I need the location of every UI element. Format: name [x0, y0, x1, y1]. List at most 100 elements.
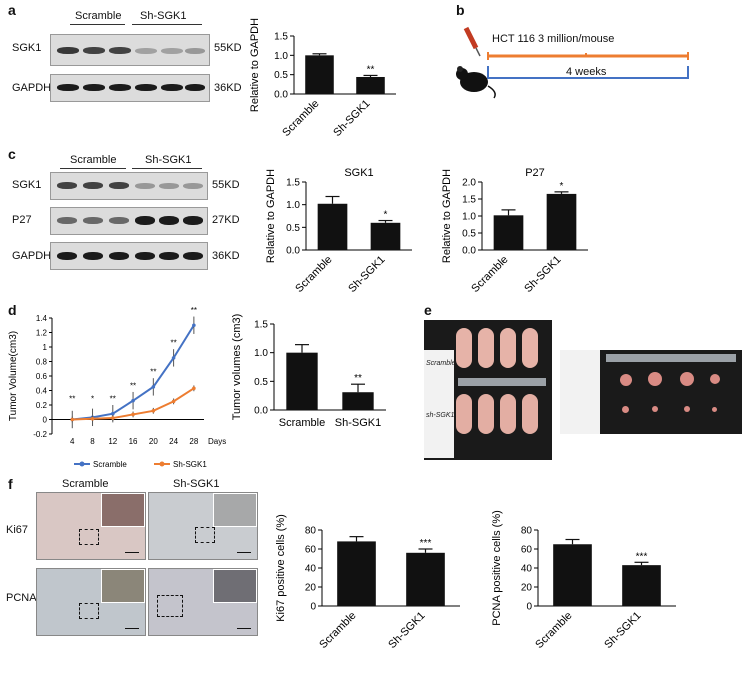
y-tick-label: 2.0: [462, 178, 476, 189]
y-tick-label: 1.5: [462, 195, 476, 206]
scale-bar: [237, 627, 251, 629]
y-tick-label: 0.0: [254, 406, 268, 417]
chart-d-bar: 0.0 0.5 1.0 1.5 Scramble ** Sh-SGK1 Tumor volum…: [231, 314, 386, 429]
y-axis-label: Relative to GAPDH: [265, 169, 277, 263]
ihc-col-shsgk1: Sh-SGK1: [173, 478, 220, 490]
bar: [337, 541, 376, 606]
duration-bracket: [487, 66, 689, 79]
y-tick-label: 1.5: [254, 320, 268, 331]
photo-label-shsgk1: sh-SGK1: [426, 412, 455, 419]
ihc-inset: [101, 569, 145, 603]
ihc-image-shsgk1-pcna: [148, 568, 258, 636]
significance-label: **: [150, 368, 156, 377]
blot-c-group-line-1: [60, 168, 126, 169]
tumor-image: [684, 406, 690, 412]
ihc-image-shsgk1-ki67: [148, 492, 258, 560]
legend-marker: [79, 461, 85, 467]
y-tick-label: 1.0: [254, 348, 268, 359]
blot-a-sgk1-membrane: [50, 34, 210, 66]
blot-a-row-gapdh: GAPDH: [12, 82, 52, 94]
band: [135, 216, 155, 225]
data-point: [111, 411, 115, 416]
blot-c-group-scramble: Scramble: [70, 154, 117, 166]
blot-a-group-shsgk1: Sh-SGK1: [140, 10, 187, 22]
tumor-image: [712, 407, 717, 412]
y-tick-label: 1.0: [286, 200, 300, 211]
photo-label-scramble: Scramble: [426, 360, 456, 367]
chart-f-pcna: 0 20 40 60 80 Scramble *** Sh-SGK1 PCNA positive…: [491, 510, 676, 651]
blot-a-size-sgk1: 55KD: [214, 42, 242, 54]
panel-label-a: a: [8, 2, 16, 18]
y-tick-label: 0.5: [462, 229, 476, 240]
syringe-icon: [463, 26, 481, 57]
blot-a-row-sgk1: SGK1: [12, 42, 42, 54]
band: [109, 217, 129, 224]
bar: [406, 552, 445, 606]
band: [183, 183, 203, 189]
blot-c-group-shsgk1: Sh-SGK1: [145, 154, 192, 166]
y-tick-label: 40: [521, 564, 533, 575]
y-tick-label: 1.4: [36, 314, 48, 323]
band: [183, 252, 203, 260]
x-tick-label: 16: [129, 437, 138, 446]
tumor-image: [652, 406, 658, 412]
x-tick-label: 28: [189, 437, 198, 446]
band: [83, 217, 103, 224]
band: [161, 84, 183, 91]
band: [159, 183, 179, 189]
band: [135, 183, 155, 189]
chart-d-line: -0.2 0 0.2 0.4 0.6 0.8 1 1.2 1.4 4 8 12 16 20 24 28 Days…: [8, 306, 226, 469]
y-axis-label: Ki67 positive cells (%): [275, 514, 287, 622]
band: [57, 47, 79, 54]
y-tick-label: 1: [43, 343, 48, 352]
x-tick-label: Sh-SGK1: [346, 254, 387, 295]
x-axis-label: Days: [208, 437, 226, 446]
y-axis-label: Relative to GAPDH: [441, 169, 453, 263]
band: [109, 182, 129, 189]
mouse-image: [478, 394, 494, 434]
ihc-col-scramble: Scramble: [62, 478, 109, 490]
significance-label: ***: [636, 551, 648, 562]
ihc-roi-box: [79, 529, 99, 545]
y-tick-label: 0.0: [274, 90, 288, 101]
bar: [342, 392, 374, 410]
band: [83, 182, 103, 189]
data-point: [171, 356, 176, 360]
legend-marker: [159, 461, 165, 467]
blot-a-size-gapdh: 36KD: [214, 82, 242, 94]
bar: [370, 222, 401, 250]
band: [135, 252, 155, 260]
significance-label: **: [367, 64, 375, 75]
bar: [493, 215, 524, 250]
significance-label: *: [91, 395, 94, 404]
y-tick-label: 1.5: [274, 32, 288, 43]
y-tick-label: 1.5: [286, 178, 300, 189]
panel-label-f: f: [8, 476, 13, 492]
band: [183, 216, 203, 225]
band: [185, 48, 205, 54]
dose-label: 3 million/mouse: [538, 33, 615, 45]
scale-bar: [125, 627, 139, 629]
bar: [546, 193, 577, 250]
x-tick-label: Scramble: [280, 98, 321, 139]
band: [109, 252, 129, 260]
blot-a-group-line-1: [70, 24, 125, 25]
x-tick-label: 20: [149, 437, 158, 446]
x-tick-label: 24: [169, 437, 178, 446]
band: [159, 216, 179, 225]
y-tick-label: 80: [305, 526, 317, 537]
photo-label-card: [424, 350, 454, 458]
x-tick-label: Scramble: [469, 254, 510, 295]
significance-label: ***: [420, 538, 432, 549]
ihc-roi-box: [195, 527, 215, 543]
x-tick-label: Sh-SGK1: [386, 610, 427, 651]
y-tick-label: 0: [43, 416, 48, 425]
mouse-image: [500, 394, 516, 434]
ihc-row-pcna: PCNA: [6, 592, 37, 604]
chart-title: SGK1: [344, 167, 373, 179]
blot-a-group-line-2: [132, 24, 202, 25]
y-axis-label: Tumor Volume(cm3): [8, 331, 19, 421]
band: [135, 48, 157, 54]
ihc-row-ki67: Ki67: [6, 524, 29, 536]
significance-label: *: [560, 181, 564, 192]
